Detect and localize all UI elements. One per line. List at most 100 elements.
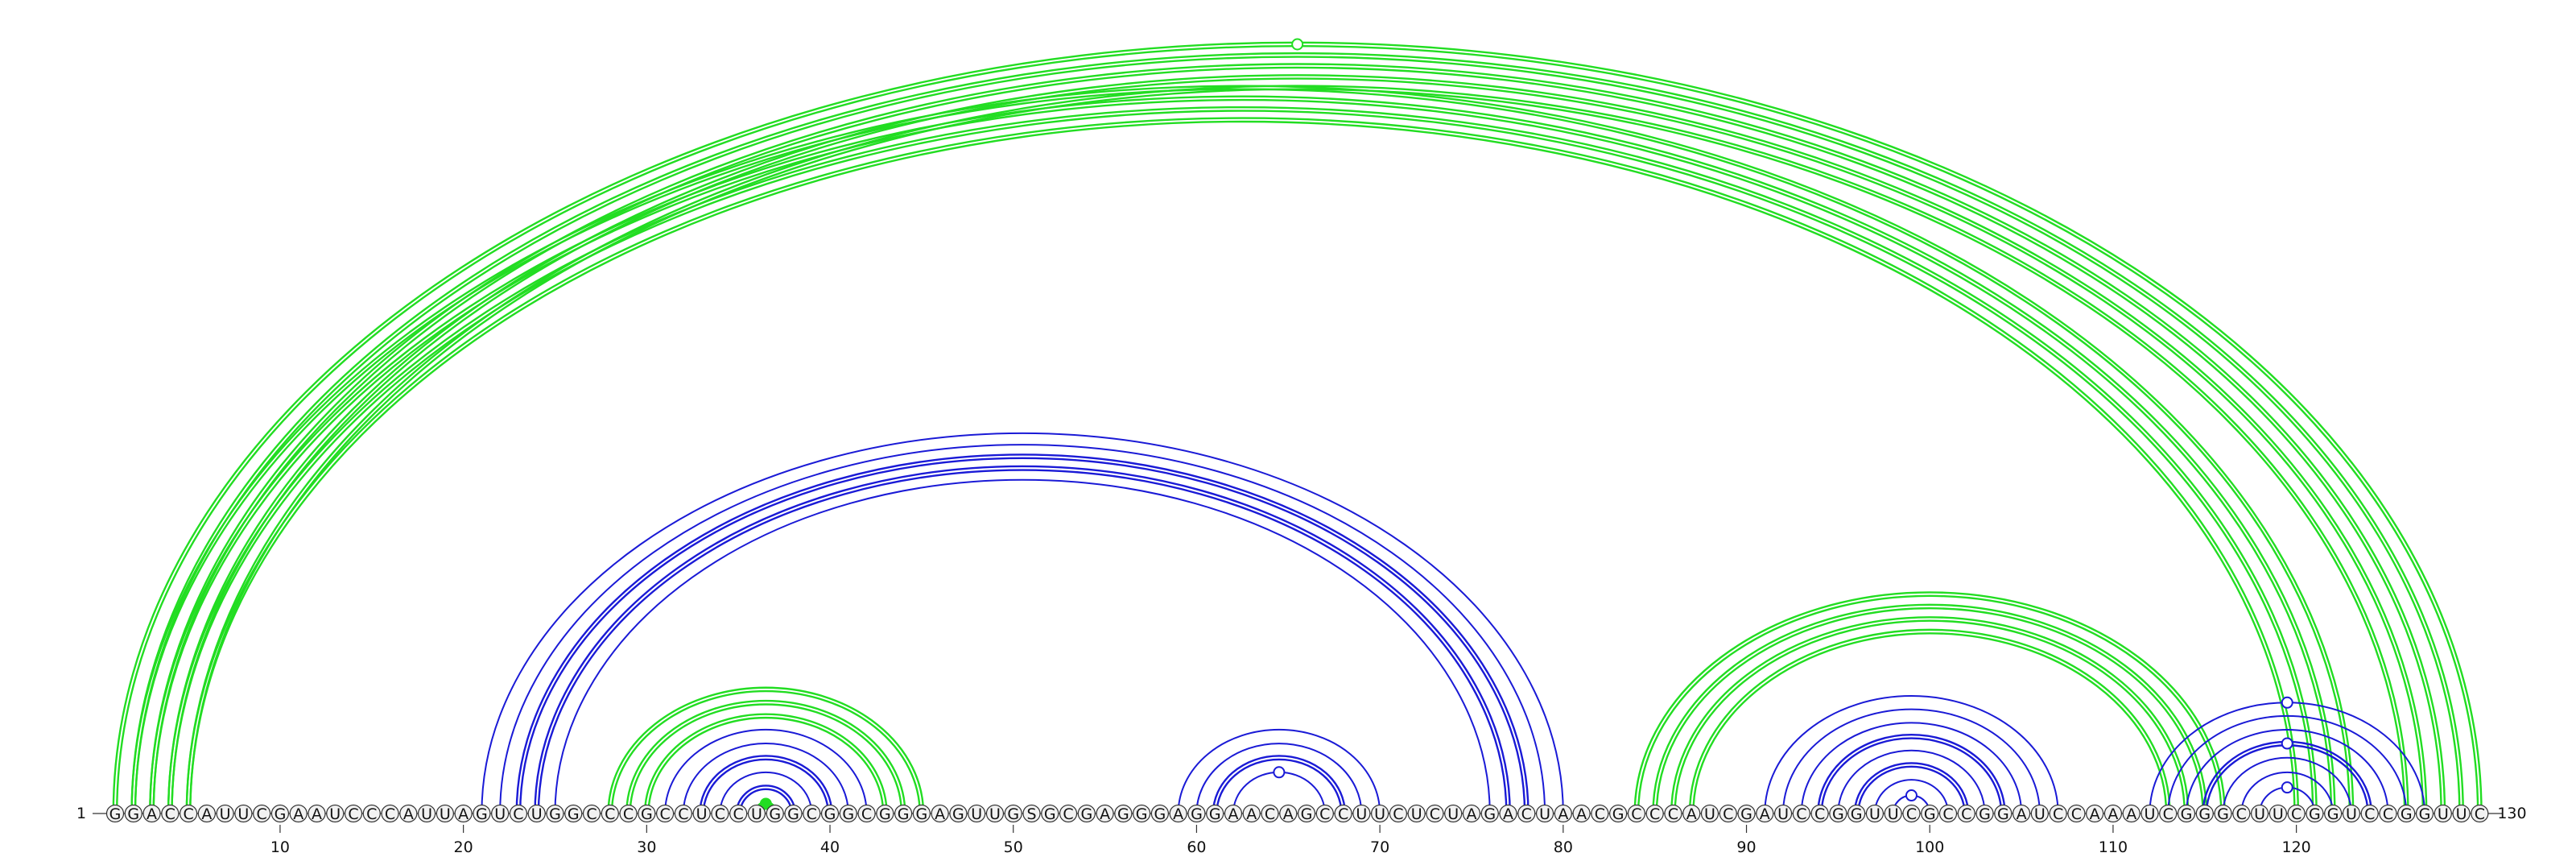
- base-circle: [161, 804, 180, 823]
- base-circle: [1315, 804, 1334, 823]
- base-4: C: [161, 804, 180, 823]
- base-letter: A: [2090, 805, 2100, 823]
- base-letter: A: [1100, 805, 1110, 823]
- base-circle: [1756, 804, 1774, 823]
- base-107: C: [2049, 804, 2067, 823]
- base-circle: [839, 804, 857, 823]
- base-letter: G: [2181, 805, 2193, 823]
- base-letter: G: [476, 805, 488, 823]
- base-circle: [857, 804, 876, 823]
- base-36: U: [747, 804, 766, 823]
- base-8: U: [234, 804, 253, 823]
- base-38: G: [784, 804, 803, 823]
- base-letter: C: [1942, 805, 1953, 823]
- base-letter: U: [2456, 805, 2467, 823]
- base-84: C: [1627, 804, 1646, 823]
- base-letter: U: [1869, 805, 1880, 823]
- base-circle: [142, 804, 161, 823]
- tick-label-100: 100: [1915, 838, 1944, 856]
- base-circle: [1994, 804, 2013, 823]
- base-pair-arc-87-113-2: [1688, 628, 2171, 814]
- base-37: G: [766, 804, 784, 823]
- base-pair-arc-5-120-1: [189, 120, 2296, 814]
- base-circle: [1517, 804, 1536, 823]
- base-122: G: [2324, 804, 2343, 823]
- base-letter: G: [879, 805, 891, 823]
- base-circle: [270, 804, 290, 823]
- base-circle: [216, 804, 234, 823]
- base-42: C: [857, 804, 876, 823]
- base-circle: [2049, 804, 2067, 823]
- base-pair-arc-33-40-2: [699, 755, 833, 814]
- base-circle: [2268, 804, 2287, 823]
- base-25: G: [546, 804, 564, 823]
- base-circle: [1389, 804, 1408, 823]
- base-pair-arc-94-104-2: [1817, 734, 2006, 814]
- base-letter: U: [531, 805, 543, 823]
- base-67: C: [1315, 804, 1334, 823]
- base-circle: [985, 804, 1005, 823]
- base-letter: U: [1888, 805, 1899, 823]
- base-pair-arc-29-44-1: [629, 703, 903, 814]
- base-pair-arc-1-130-2: [112, 41, 2483, 814]
- base-circle: [362, 804, 381, 823]
- base-letter: C: [2236, 805, 2247, 823]
- base-124: C: [2360, 804, 2379, 823]
- base-34: C: [711, 804, 729, 823]
- base-116: G: [2214, 804, 2232, 823]
- base-24: U: [527, 804, 546, 823]
- base-65: A: [1279, 804, 1298, 823]
- base-127: G: [2415, 804, 2434, 823]
- base-circle: [1206, 804, 1224, 823]
- base-circle: [2086, 804, 2104, 823]
- arc-marker-1-130: [1291, 38, 1304, 51]
- base-31: C: [655, 804, 675, 823]
- base-59: A: [1169, 804, 1187, 823]
- base-77: A: [1499, 804, 1517, 823]
- base-61: G: [1206, 804, 1224, 823]
- base-circle: [949, 804, 968, 823]
- base-letter: U: [1704, 805, 1715, 823]
- base-94: C: [1810, 804, 1829, 823]
- base-pair-arc-3-122-2: [150, 97, 2334, 814]
- base-circle: [253, 804, 271, 823]
- base-letter: U: [1539, 805, 1550, 823]
- base-pair-arc-117-122: [2240, 771, 2334, 814]
- base-letter: G: [2419, 805, 2431, 823]
- base-11: A: [289, 804, 308, 823]
- base-letter: A: [1558, 805, 1568, 823]
- base-circle: [436, 804, 454, 823]
- base-circle: [619, 804, 638, 823]
- base-circle: [1810, 804, 1829, 823]
- base-circle: [1169, 804, 1187, 823]
- base-pair-arc-59-70: [1177, 728, 1381, 814]
- base-pair-arc-4-121-1: [171, 110, 2314, 814]
- base-letter: A: [1760, 805, 1770, 823]
- base-pair-arc-28-45-2: [607, 686, 925, 814]
- base-88: U: [1700, 804, 1719, 823]
- base-circle: [1462, 804, 1481, 823]
- base-2: G: [124, 804, 142, 823]
- base-letter: U: [2273, 805, 2284, 823]
- base-circle: [2360, 804, 2379, 823]
- base-circle: [1499, 804, 1517, 823]
- base-letter: C: [733, 805, 744, 823]
- base-45: G: [912, 804, 931, 823]
- base-circle: [2214, 804, 2232, 823]
- tick-label-30: 30: [637, 838, 656, 856]
- base-letter: C: [513, 805, 523, 823]
- base-letter: C: [659, 805, 670, 823]
- base-letter: G: [787, 805, 799, 823]
- base-circle: [1773, 804, 1793, 823]
- base-111: A: [2122, 804, 2140, 823]
- base-103: G: [1975, 804, 1994, 823]
- base-circle: [2030, 804, 2049, 823]
- base-pair-arc-84-116-1: [1637, 594, 2223, 814]
- base-1: G: [105, 804, 125, 823]
- base-circle: [2379, 804, 2397, 823]
- base-98: U: [1884, 804, 1902, 823]
- base-letter: C: [2053, 805, 2063, 823]
- base-letter: G: [641, 805, 653, 823]
- base-pair-arc-60-69: [1195, 743, 1363, 814]
- tick-label-20: 20: [454, 838, 473, 856]
